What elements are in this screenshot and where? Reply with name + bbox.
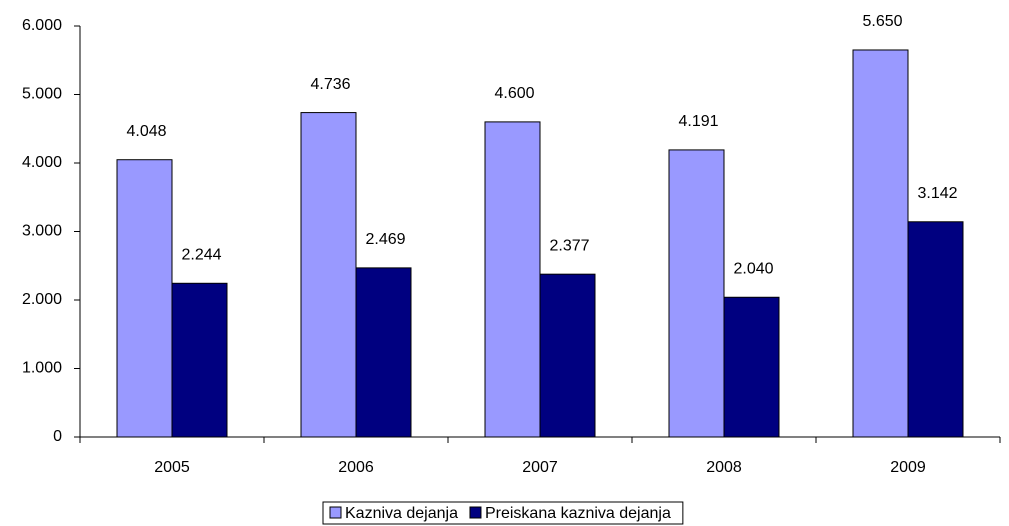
y-tick-label: 5.000 (22, 86, 62, 103)
bar (723, 296, 780, 438)
value-label: 4.600 (494, 85, 534, 102)
bar (852, 49, 909, 438)
y-tick-label: 3.000 (22, 223, 62, 240)
bar (907, 221, 964, 438)
x-tick-label: 2009 (890, 459, 926, 476)
bar (668, 149, 725, 438)
y-tick-label: 2.000 (22, 291, 62, 308)
x-tick-label: 2006 (338, 459, 374, 476)
value-label: 4.191 (678, 113, 718, 130)
value-label: 4.048 (126, 123, 166, 140)
y-tick-label: 6.000 (22, 17, 62, 34)
bar (355, 267, 412, 438)
legend (322, 501, 684, 525)
legend-label: Preiskana kazniva dejanja (485, 505, 671, 522)
bar (539, 273, 596, 438)
bar (171, 282, 228, 438)
x-tick-label: 2007 (522, 459, 558, 476)
bar (484, 121, 541, 438)
bar (116, 159, 173, 438)
y-tick-label: 4.000 (22, 154, 62, 171)
bar (300, 112, 357, 438)
value-label: 4.736 (310, 76, 350, 93)
value-label: 2.377 (549, 237, 589, 254)
legend-label: Kazniva dejanja (345, 505, 458, 522)
value-label: 3.142 (917, 185, 957, 202)
legend-swatch (469, 506, 482, 519)
legend-swatch (329, 506, 342, 519)
value-label: 2.244 (181, 247, 221, 264)
y-tick-label: 0 (53, 428, 62, 445)
value-label: 5.650 (862, 13, 902, 30)
value-label: 2.469 (365, 231, 405, 248)
value-label: 2.040 (733, 260, 773, 277)
y-tick-label: 1.000 (22, 360, 62, 377)
x-tick-label: 2008 (706, 459, 742, 476)
x-tick-label: 2005 (154, 459, 190, 476)
